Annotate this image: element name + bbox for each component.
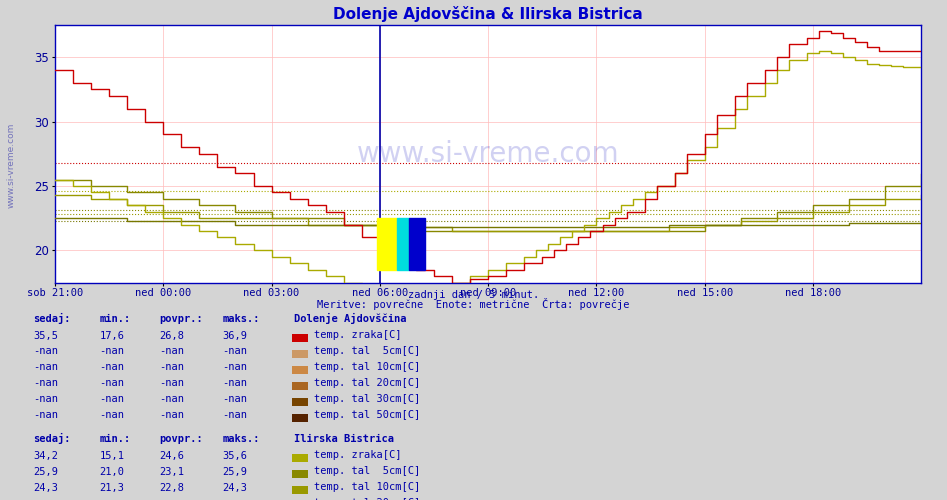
Text: temp. tal 30cm[C]: temp. tal 30cm[C] bbox=[314, 394, 420, 404]
Text: 25,9: 25,9 bbox=[33, 466, 58, 476]
Text: -nan: -nan bbox=[159, 498, 184, 500]
Text: 35,5: 35,5 bbox=[33, 330, 58, 340]
Text: -nan: -nan bbox=[99, 346, 124, 356]
Text: temp. tal 10cm[C]: temp. tal 10cm[C] bbox=[314, 362, 420, 372]
Text: 23,1: 23,1 bbox=[159, 466, 184, 476]
Text: 25,9: 25,9 bbox=[223, 466, 247, 476]
Text: 24,3: 24,3 bbox=[223, 482, 247, 492]
Text: -nan: -nan bbox=[33, 362, 58, 372]
Text: temp. tal 20cm[C]: temp. tal 20cm[C] bbox=[314, 378, 420, 388]
Text: -nan: -nan bbox=[159, 410, 184, 420]
Text: -nan: -nan bbox=[159, 346, 184, 356]
Text: 15,1: 15,1 bbox=[99, 450, 124, 460]
Text: 22,8: 22,8 bbox=[159, 482, 184, 492]
Text: -nan: -nan bbox=[33, 394, 58, 404]
Polygon shape bbox=[377, 218, 397, 270]
Text: sedaj:: sedaj: bbox=[33, 434, 71, 444]
Text: 21,3: 21,3 bbox=[99, 482, 124, 492]
Text: Ilirska Bistrica: Ilirska Bistrica bbox=[294, 434, 394, 444]
Text: 34,2: 34,2 bbox=[33, 450, 58, 460]
Text: sedaj:: sedaj: bbox=[33, 314, 71, 324]
Text: -nan: -nan bbox=[99, 362, 124, 372]
Text: 21,0: 21,0 bbox=[99, 466, 124, 476]
Text: -nan: -nan bbox=[223, 410, 247, 420]
Text: temp. zraka[C]: temp. zraka[C] bbox=[314, 450, 402, 460]
Text: Meritve: povrečne  Enote: metrične  Črta: povrečje: Meritve: povrečne Enote: metrične Črta: … bbox=[317, 298, 630, 310]
Polygon shape bbox=[397, 218, 408, 270]
Text: www.si-vreme.com: www.si-vreme.com bbox=[357, 140, 619, 168]
Text: 36,9: 36,9 bbox=[223, 330, 247, 340]
Text: temp. tal  5cm[C]: temp. tal 5cm[C] bbox=[314, 346, 420, 356]
Text: temp. tal 10cm[C]: temp. tal 10cm[C] bbox=[314, 482, 420, 492]
Text: -nan: -nan bbox=[33, 378, 58, 388]
Text: -nan: -nan bbox=[223, 378, 247, 388]
Text: 35,6: 35,6 bbox=[223, 450, 247, 460]
Text: povpr.:: povpr.: bbox=[159, 434, 203, 444]
Text: -nan: -nan bbox=[159, 362, 184, 372]
Text: 26,8: 26,8 bbox=[159, 330, 184, 340]
Title: Dolenje Ajdovščina & Ilirska Bistrica: Dolenje Ajdovščina & Ilirska Bistrica bbox=[333, 6, 643, 22]
Text: temp. tal 20cm[C]: temp. tal 20cm[C] bbox=[314, 498, 420, 500]
Text: 17,6: 17,6 bbox=[99, 330, 124, 340]
Text: -nan: -nan bbox=[223, 498, 247, 500]
Text: -nan: -nan bbox=[33, 346, 58, 356]
Text: povpr.:: povpr.: bbox=[159, 314, 203, 324]
Text: 24,6: 24,6 bbox=[159, 450, 184, 460]
Text: -nan: -nan bbox=[99, 394, 124, 404]
Text: -nan: -nan bbox=[99, 498, 124, 500]
Text: -nan: -nan bbox=[223, 362, 247, 372]
Text: -nan: -nan bbox=[99, 378, 124, 388]
Text: min.:: min.: bbox=[99, 314, 131, 324]
Text: -nan: -nan bbox=[223, 394, 247, 404]
Text: min.:: min.: bbox=[99, 434, 131, 444]
Text: www.si-vreme.com: www.si-vreme.com bbox=[7, 122, 16, 208]
Text: maks.:: maks.: bbox=[223, 314, 260, 324]
Text: zadnji dan / 5 minut.: zadnji dan / 5 minut. bbox=[408, 290, 539, 300]
Text: Dolenje Ajdovščina: Dolenje Ajdovščina bbox=[294, 314, 406, 324]
Text: temp. zraka[C]: temp. zraka[C] bbox=[314, 330, 402, 340]
Polygon shape bbox=[408, 218, 425, 270]
Text: -nan: -nan bbox=[159, 378, 184, 388]
Text: -nan: -nan bbox=[33, 498, 58, 500]
Text: maks.:: maks.: bbox=[223, 434, 260, 444]
Text: -nan: -nan bbox=[33, 410, 58, 420]
Text: temp. tal  5cm[C]: temp. tal 5cm[C] bbox=[314, 466, 420, 476]
Text: -nan: -nan bbox=[99, 410, 124, 420]
Text: -nan: -nan bbox=[159, 394, 184, 404]
Text: -nan: -nan bbox=[223, 346, 247, 356]
Text: temp. tal 50cm[C]: temp. tal 50cm[C] bbox=[314, 410, 420, 420]
Text: 24,3: 24,3 bbox=[33, 482, 58, 492]
